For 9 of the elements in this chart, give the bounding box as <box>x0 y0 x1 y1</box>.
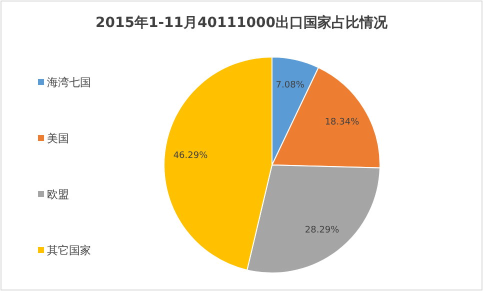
legend-label: 海湾七国 <box>47 76 91 90</box>
legend-label: 美国 <box>47 132 69 146</box>
data-label: 7.08% <box>276 80 305 90</box>
data-label: 46.29% <box>173 150 208 161</box>
legend-label: 欧盟 <box>47 188 69 202</box>
chart-title: 2015年1-11月40111000出口国家占比情况 <box>96 14 388 31</box>
data-label: 28.29% <box>304 226 340 236</box>
legend-label: 其它国家 <box>47 244 91 258</box>
data-label: 18.34% <box>324 118 360 128</box>
